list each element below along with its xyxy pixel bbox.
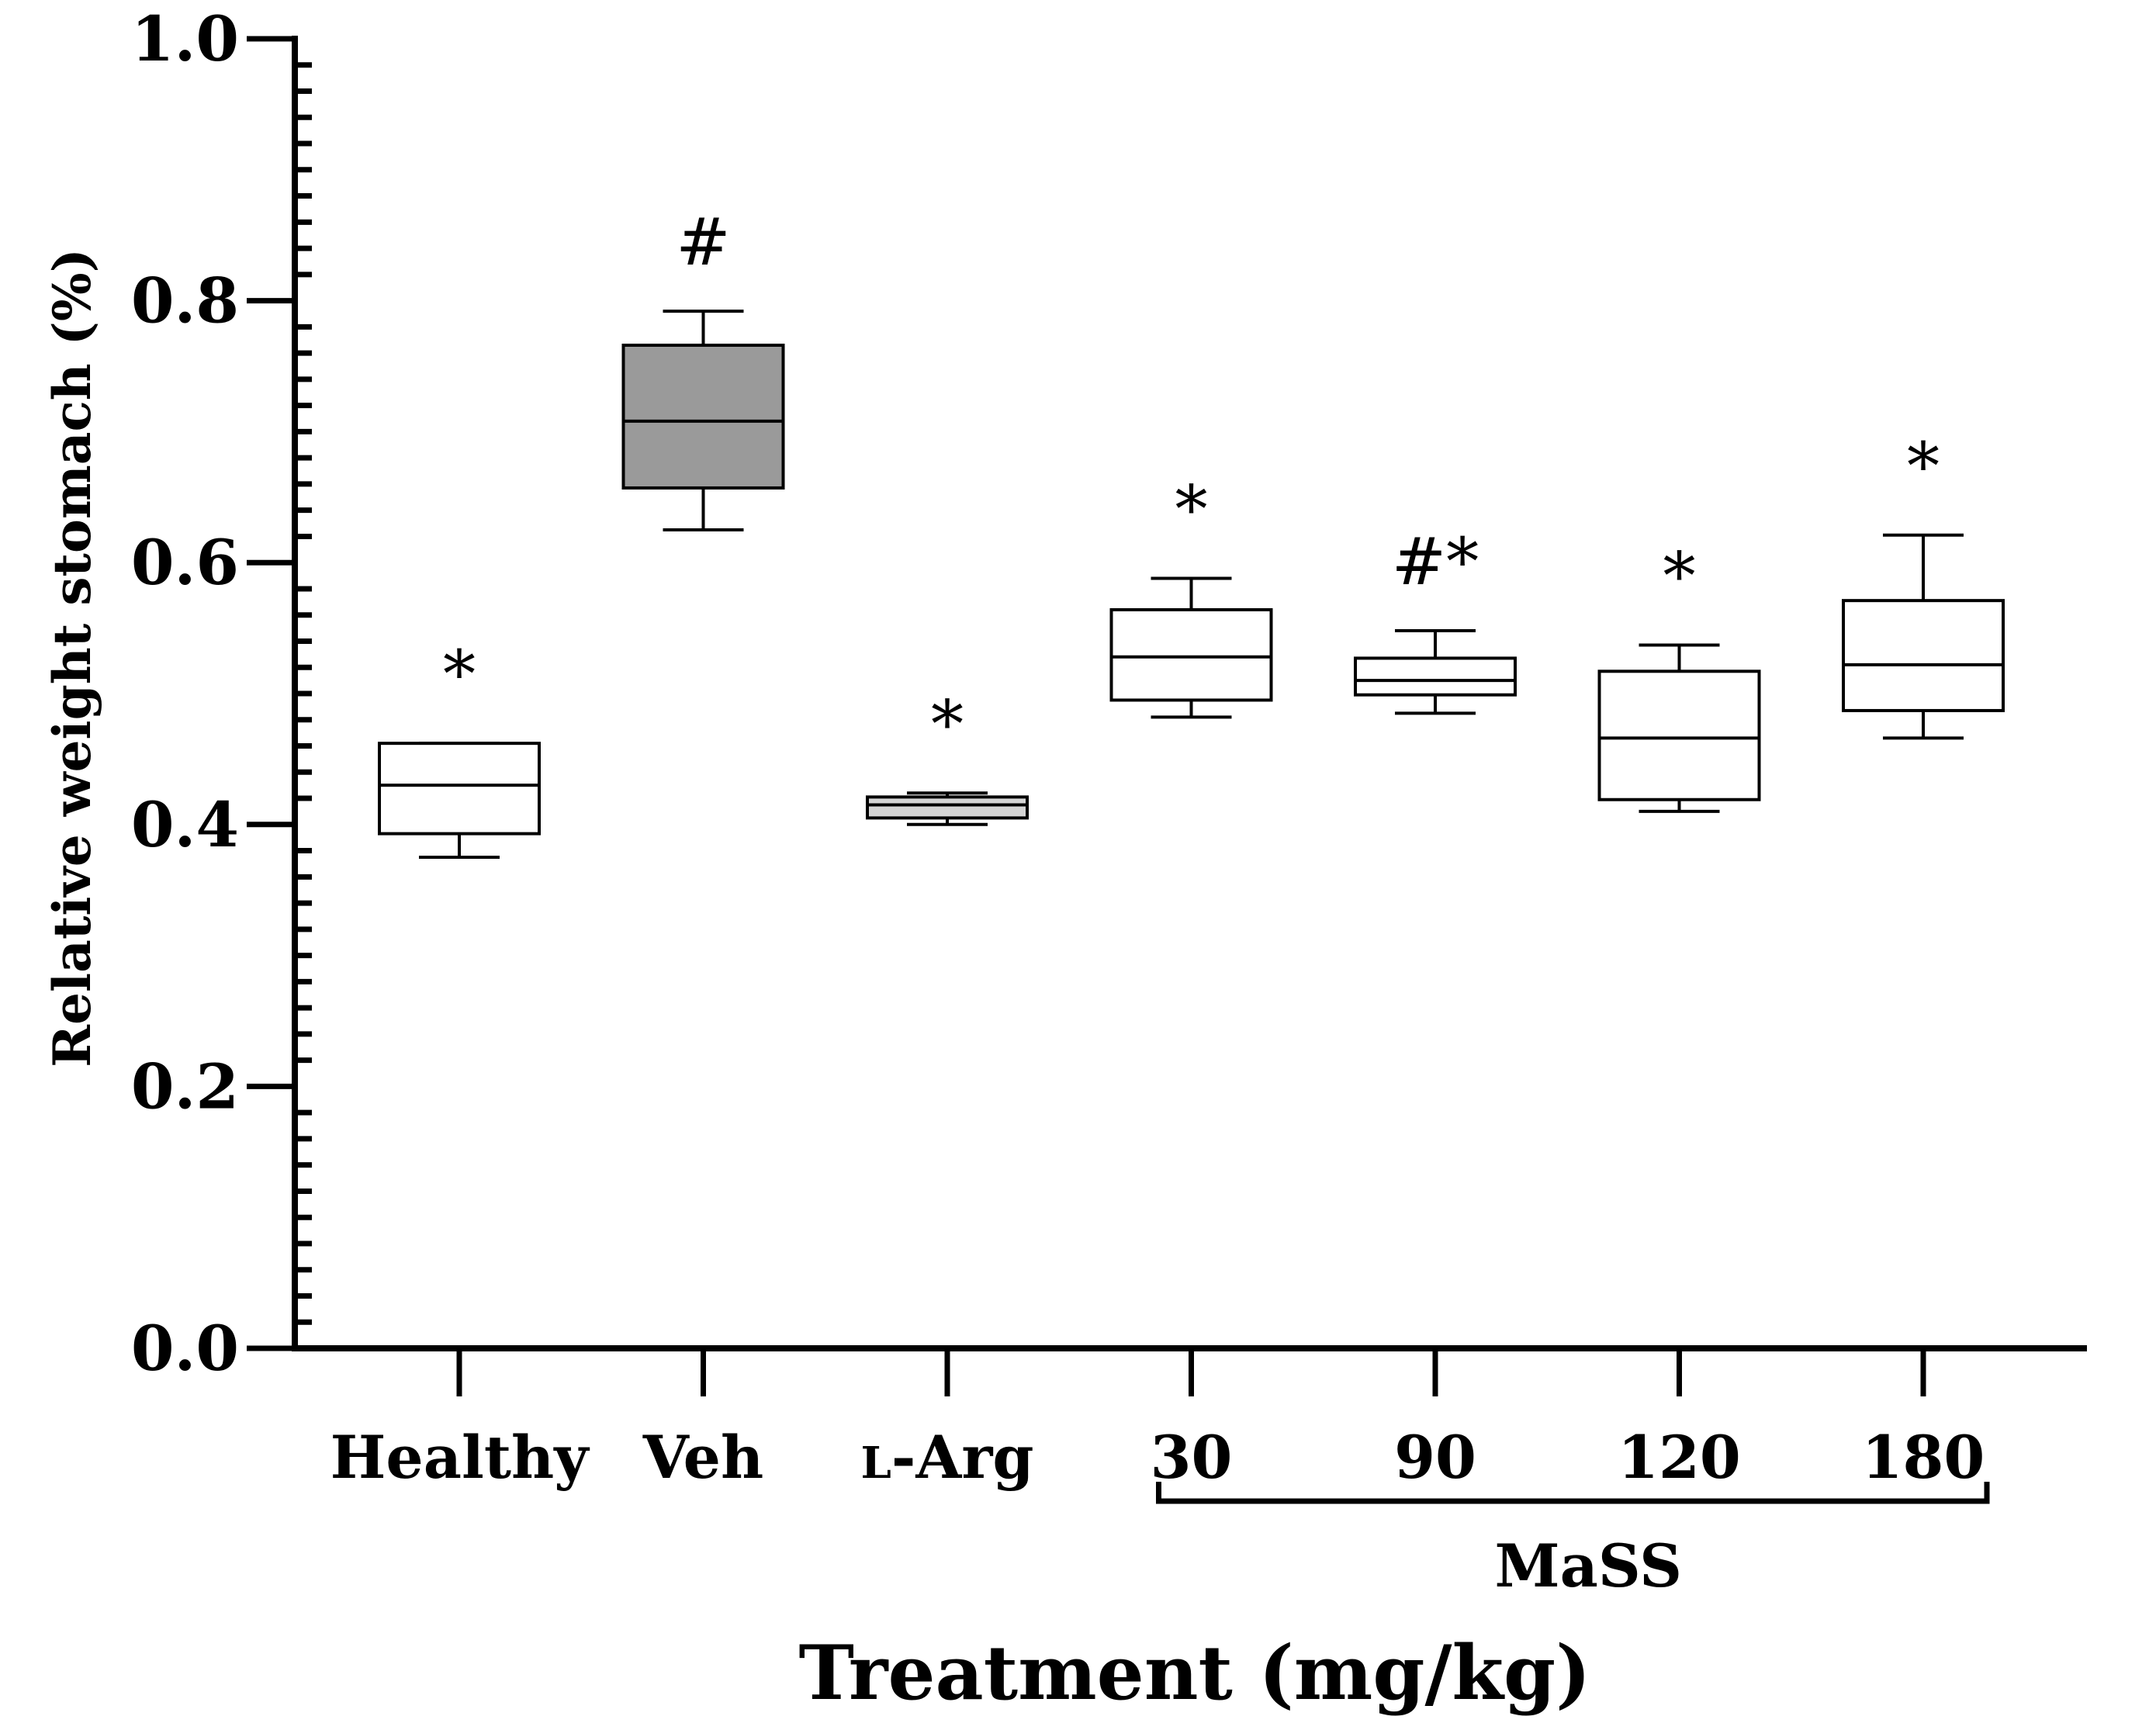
box-30 (1109, 576, 1273, 719)
significance-marker: * (443, 636, 476, 712)
box-veh (621, 310, 785, 531)
mass-group-bracket: MaSS (1156, 1482, 1990, 1600)
box-iqr (866, 795, 1029, 820)
y-tick-label: 0.4 (131, 788, 239, 861)
y-tick-label: 1.0 (131, 2, 239, 75)
x-tick-label: Veh (642, 1423, 764, 1492)
group-bracket-label: MaSS (1495, 1531, 1682, 1600)
y-axis-label: Relative weight stomach (%) (42, 248, 102, 1067)
significance-marker: * (1907, 428, 1940, 504)
y-axis: 0.0 0.2 0.4 0.6 0.8 1.0 (131, 2, 312, 1385)
box-arg (866, 791, 1029, 826)
y-tick-label: 0.8 (131, 265, 239, 337)
box-iqr (1354, 656, 1517, 697)
box-180 (1842, 533, 2005, 740)
y-tick-label: 0.0 (131, 1312, 239, 1385)
box-90 (1354, 628, 1517, 715)
significance-marker: * (1663, 538, 1696, 614)
x-tick-label: 30 (1151, 1423, 1233, 1492)
significance-marker: # (676, 204, 730, 280)
x-tick-label: 120 (1618, 1423, 1741, 1492)
box-iqr (621, 343, 785, 490)
box-series (378, 310, 2005, 859)
x-tick-label: 90 (1394, 1423, 1476, 1492)
x-tick-label: 180 (1862, 1423, 1985, 1492)
y-tick-label: 0.6 (131, 526, 239, 599)
x-tick-label: L-Arg (860, 1423, 1033, 1492)
x-axis: Healthy Veh L-Arg 30 90 120 180 (292, 1345, 2087, 1492)
box-iqr (378, 742, 541, 836)
significance-marker: * (931, 686, 964, 762)
group-bracket-line (1156, 1482, 1990, 1504)
box-iqr (1842, 599, 2005, 712)
significance-marker: #* (1392, 524, 1479, 600)
box-healthy (378, 742, 541, 859)
significance-marker: * (1175, 471, 1208, 547)
x-tick-label-prefix: L (860, 1438, 891, 1489)
box-120 (1597, 643, 1761, 813)
y-tick-label: 0.2 (131, 1050, 239, 1123)
box-iqr (1597, 670, 1761, 801)
significance-annotations: *#**#* ** (443, 204, 1940, 762)
box-iqr (1109, 607, 1273, 702)
x-tick-label: Healthy (330, 1423, 590, 1492)
x-axis-label: Treatment (mg/kg) (798, 1629, 1590, 1717)
